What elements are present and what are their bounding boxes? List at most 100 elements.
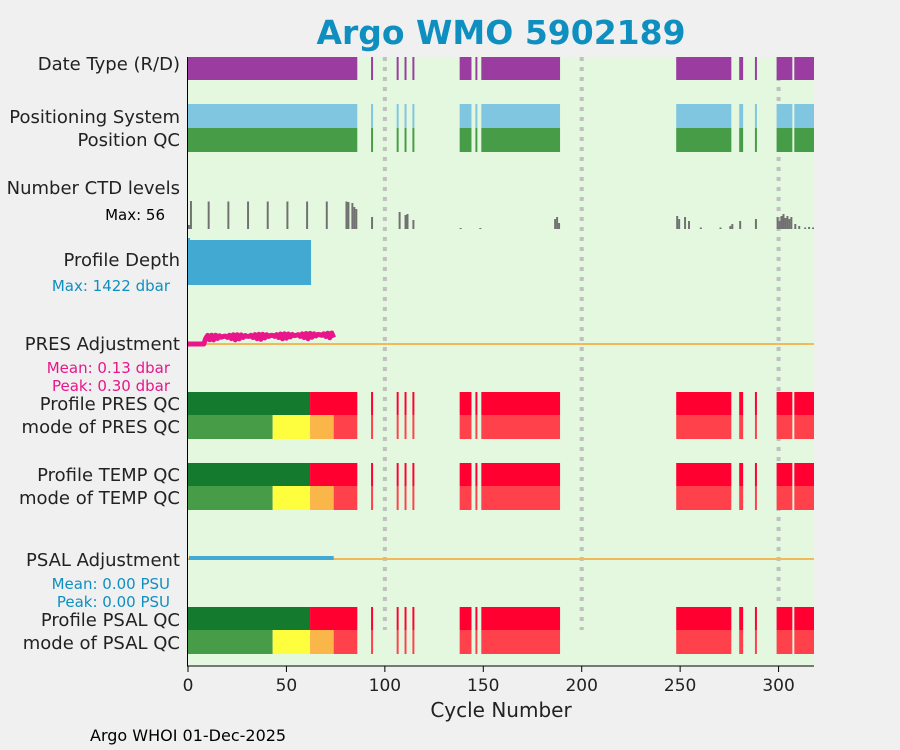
profile-temp-qc-bar (396, 463, 399, 486)
profile-psal-qc-bar (371, 607, 374, 630)
ctd-level-bar (558, 223, 561, 229)
mode-psal-qc-bar (754, 630, 757, 654)
ctd-level-bar (479, 228, 482, 229)
positioning-system-bar (188, 104, 358, 128)
mode-psal-qc-bar (371, 630, 374, 654)
ctd-level-bar (788, 219, 791, 229)
ctd-level-bar (556, 217, 559, 229)
footer-text: Argo WHOI 01-Dec-2025 (90, 726, 286, 745)
label-mode-pres-qc: mode of PRES QC (22, 417, 180, 438)
profile-psal-qc-bar (404, 607, 407, 630)
mode-temp-qc-bar (794, 486, 814, 510)
profile-temp-qc-bar (481, 463, 561, 486)
data-type-bar (475, 57, 478, 80)
ctd-level-bar (776, 217, 779, 229)
ctd-level-bar (371, 217, 374, 229)
pres-adjustment-line (187, 330, 336, 347)
positioning-system-bar (404, 104, 407, 128)
position-qc-bar (371, 128, 374, 152)
positioning-system-bar (676, 104, 732, 128)
x-tick-label: 300 (762, 676, 794, 696)
profile-pres-qc-bar (412, 392, 415, 415)
profile-psal-qc-bar (676, 607, 732, 630)
ctd-level-bar (780, 216, 783, 229)
profile-temp-qc-bar (404, 463, 407, 486)
mode-psal-qc-bar (310, 630, 334, 654)
profile-pres-qc-bar (396, 392, 399, 415)
mode-temp-qc-bar (371, 486, 374, 510)
mode-temp-qc-bar (404, 486, 407, 510)
label-mode-temp-qc: mode of TEMP QC (19, 488, 180, 509)
mode-psal-qc-bar (776, 630, 793, 654)
x-tick-label: 150 (467, 676, 499, 696)
profile-temp-qc-bar (371, 463, 374, 486)
ctd-level-bar (345, 201, 348, 229)
row-labels: Date Type (R/D) Positioning System Posit… (7, 54, 180, 654)
mode-pres-qc-bar (754, 415, 757, 439)
profile-temp-qc-bar (676, 463, 732, 486)
mode-temp-qc-bar (412, 486, 415, 510)
label-mode-psal-qc: mode of PSAL QC (23, 633, 180, 654)
mode-temp-qc-bar (754, 486, 757, 510)
mode-pres-qc-bar (272, 415, 311, 439)
profile-pres-qc-bar (404, 392, 407, 415)
ctd-level-bar (719, 227, 722, 229)
label-depth-max: Max: 1422 dbar (52, 277, 171, 295)
ctd-level-bar (782, 214, 785, 229)
ctd-level-bar (412, 220, 415, 229)
position-qc-bar (404, 128, 407, 152)
data-type-bar (396, 57, 399, 80)
mode-temp-qc-bar (459, 486, 472, 510)
profile-pres-qc-bar (754, 392, 757, 415)
data-type-bar (404, 57, 407, 80)
ctd-level-bar (784, 218, 787, 229)
profile-pres-qc-bar (776, 392, 793, 415)
mode-temp-qc-bar (676, 486, 732, 510)
mode-psal-qc-bar (404, 630, 407, 654)
ctd-level-bar (404, 215, 407, 229)
ctd-level-bar (684, 217, 687, 229)
mode-psal-qc-bar (475, 630, 478, 654)
positioning-system-bar (776, 104, 793, 128)
ctd-level-bar (729, 226, 732, 229)
profile-psal-qc-bar (481, 607, 561, 630)
profile-psal-qc-bar (459, 607, 472, 630)
data-type-bar (188, 57, 358, 80)
ctd-level-bar (794, 224, 797, 229)
label-profile-temp-qc: Profile TEMP QC (37, 465, 180, 486)
mode-psal-qc-bar (481, 630, 561, 654)
profile-temp-qc-bar (475, 463, 478, 486)
mode-temp-qc-bar (310, 486, 334, 510)
positioning-system-bar (481, 104, 561, 128)
mode-pres-qc-bar (188, 415, 273, 439)
ctd-level-bar (325, 201, 328, 229)
profile-temp-qc-bar (794, 463, 814, 486)
mode-psal-qc-bar (794, 630, 814, 654)
profile-temp-qc-bar (754, 463, 757, 486)
data-type-bar (754, 57, 757, 80)
label-position-qc: Position QC (77, 130, 180, 151)
mode-temp-qc-bar (333, 486, 358, 510)
profile-pres-qc-bar (371, 392, 374, 415)
mode-psal-qc-bar (188, 630, 273, 654)
data-type-bar (776, 57, 793, 80)
position-qc-bar (739, 128, 744, 152)
ctd-level-bar (406, 214, 409, 229)
profile-temp-qc-bar (412, 463, 415, 486)
position-qc-bar (794, 128, 814, 152)
mode-psal-qc-bar (272, 630, 311, 654)
x-tick-label: 100 (369, 676, 401, 696)
mode-temp-qc-bar (272, 486, 311, 510)
data-type-bar (412, 57, 415, 80)
mode-pres-qc-bar (404, 415, 407, 439)
profile-pres-qc-bar (794, 392, 814, 415)
positioning-system-bar (412, 104, 415, 128)
ctd-level-bar (676, 216, 679, 229)
ctd-level-bar (247, 201, 250, 229)
profile-pres-qc-bar (481, 392, 561, 415)
ctd-level-bar (347, 202, 350, 229)
ctd-level-bar (398, 212, 401, 229)
mode-pres-qc-bar (794, 415, 814, 439)
positioning-system-bar (794, 104, 814, 128)
